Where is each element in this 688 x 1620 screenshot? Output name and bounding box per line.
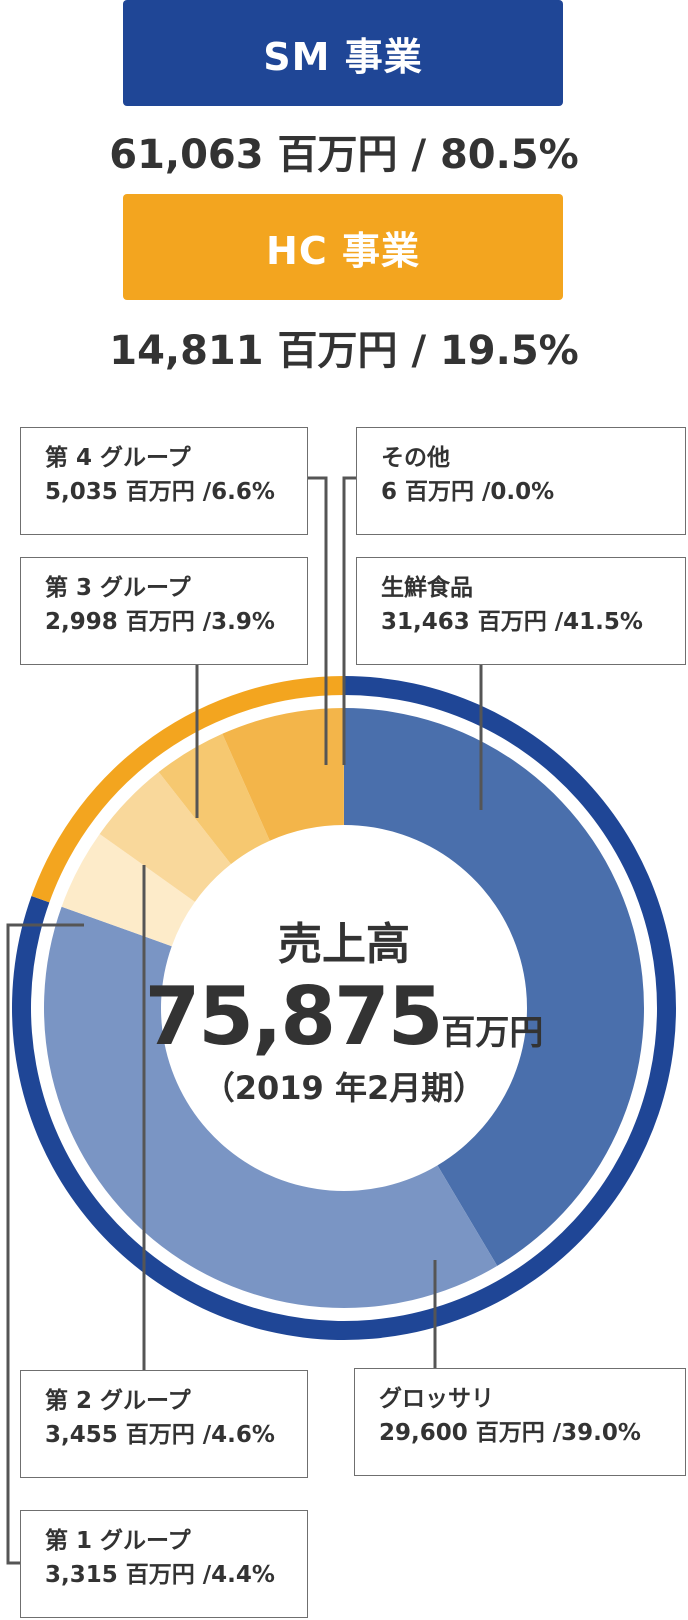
label-group-4: 第 4 グループ 5,035 百万円 /6.6% bbox=[20, 427, 308, 535]
center-total-row: 75,875百万円 bbox=[144, 970, 544, 1063]
center-unit: 百万円 bbox=[441, 1013, 544, 1053]
hc-segment-box: HC 事業 bbox=[123, 194, 563, 300]
label-name: グロッサリ bbox=[379, 1386, 494, 1412]
label-value: 31,463 百万円 /41.5% bbox=[381, 609, 643, 635]
label-value: 29,600 百万円 /39.0% bbox=[379, 1420, 641, 1446]
sm-segment-value: 61,063 百万円 / 80.5% bbox=[109, 132, 579, 178]
leader-lines bbox=[6, 476, 483, 1565]
label-group-2: 第 2 グループ 3,455 百万円 /4.6% bbox=[20, 1370, 308, 1478]
leader-g4 bbox=[308, 476, 328, 765]
outer-ring bbox=[12, 676, 677, 1340]
center-total: 75,875 bbox=[144, 970, 444, 1063]
leader-other bbox=[342, 476, 356, 765]
hc-segment-value: 14,811 百万円 / 19.5% bbox=[109, 328, 579, 374]
inner-slice-5 bbox=[222, 708, 344, 841]
label-value: 3,455 百万円 /4.6% bbox=[45, 1422, 275, 1448]
inner-slice-0 bbox=[344, 708, 644, 1266]
sm-segment-box: SM 事業 bbox=[123, 0, 563, 106]
label-other: その他 6 百万円 /0.0% bbox=[356, 427, 686, 535]
label-value: 6 百万円 /0.0% bbox=[381, 479, 555, 505]
inner-slice-2 bbox=[61, 833, 195, 947]
outer-slice-1 bbox=[31, 676, 344, 903]
label-name: 第 1 グループ bbox=[45, 1528, 191, 1554]
label-value: 3,315 百万円 /4.4% bbox=[45, 1562, 275, 1588]
label-value: 5,035 百万円 /6.6% bbox=[45, 479, 275, 505]
label-group-3: 第 3 グループ 2,998 百万円 /3.9% bbox=[20, 557, 308, 665]
label-name: 第 2 グループ bbox=[45, 1388, 191, 1414]
label-name: その他 bbox=[381, 445, 450, 471]
leader-g1 bbox=[6, 923, 84, 1565]
label-grocery: グロッサリ 29,600 百万円 /39.0% bbox=[354, 1368, 686, 1476]
label-value: 2,998 百万円 /3.9% bbox=[45, 609, 275, 635]
center-period: （2019 年2月期） bbox=[202, 1069, 486, 1107]
label-name: 第 3 グループ bbox=[45, 575, 191, 601]
center-title: 売上高 bbox=[278, 919, 410, 970]
label-group-1: 第 1 グループ 3,315 百万円 /4.4% bbox=[20, 1510, 308, 1618]
label-name: 第 4 グループ bbox=[45, 445, 191, 471]
label-fresh-food: 生鮮食品 31,463 百万円 /41.5% bbox=[356, 557, 686, 665]
inner-slice-3 bbox=[99, 772, 231, 902]
inner-slice-4 bbox=[158, 733, 270, 865]
inner-ring bbox=[43, 708, 644, 1308]
inner-slice-1 bbox=[43, 906, 498, 1308]
label-name: 生鮮食品 bbox=[381, 575, 473, 601]
